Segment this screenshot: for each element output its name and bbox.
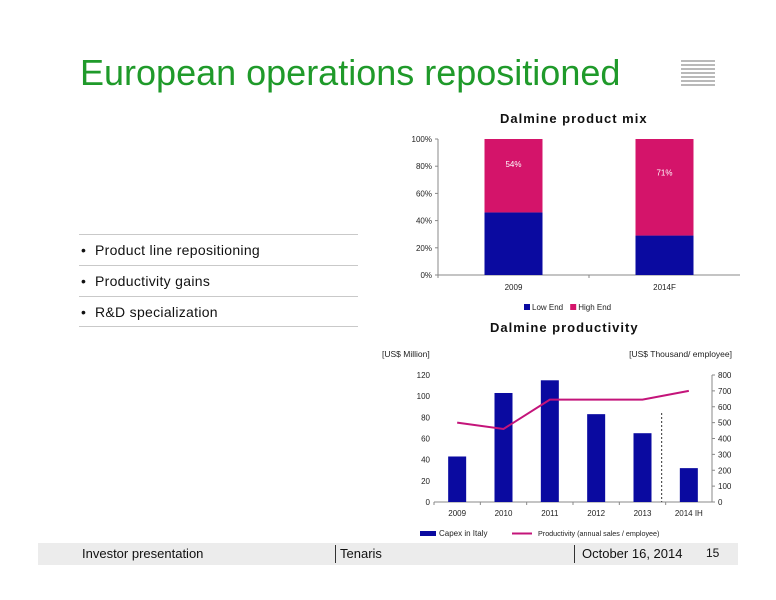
y-tick-label: 60% (416, 189, 432, 198)
footer-bar: Investor presentation Tenaris October 16… (38, 543, 738, 565)
legend-swatch (570, 304, 576, 310)
left-y-tick-label: 120 (417, 371, 431, 380)
footer-date: October 16, 2014 (582, 546, 682, 561)
x-tick-label: 2011 (541, 509, 559, 518)
left-y-tick-label: 60 (421, 435, 430, 444)
y-tick-label: 80% (416, 162, 432, 171)
right-y-tick-label: 100 (718, 482, 732, 491)
y-tick-label: 100% (412, 135, 432, 144)
footer-divider (335, 545, 336, 563)
y-tick-label: 20% (416, 244, 432, 253)
legend-label-capex: Capex in Italy (439, 529, 487, 538)
legend-label: High End (578, 303, 611, 312)
y-tick-label: 0% (420, 271, 432, 280)
data-label: 54% (505, 160, 521, 169)
right-y-tick-label: 300 (718, 450, 732, 459)
bar-high-end (636, 139, 694, 236)
bullet-glyph: • (79, 304, 95, 320)
bullet-text: R&D specialization (95, 304, 218, 320)
capex-bar (495, 393, 513, 502)
right-y-tick-label: 500 (718, 419, 732, 428)
bullet-item: • Product line repositioning (79, 234, 358, 265)
y-tick-label: 40% (416, 217, 432, 226)
capex-bar (448, 456, 466, 502)
bullet-list: • Product line repositioning • Productiv… (79, 234, 358, 327)
x-tick-label: 2010 (495, 509, 513, 518)
bullet-text: Product line repositioning (95, 242, 260, 258)
bar-low-end (485, 212, 543, 275)
left-y-tick-label: 20 (421, 477, 430, 486)
productivity-chart: [US$ Million] [US$ Thousand/ employee] 0 20… (378, 344, 740, 542)
right-y-tick-label: 400 (718, 435, 732, 444)
legend-label: Low End (532, 303, 563, 312)
slide-title: European operations repositioned (80, 52, 620, 94)
x-tick-label: 2014F (653, 283, 676, 292)
capex-bar (587, 414, 605, 502)
x-tick-label: 2013 (634, 509, 652, 518)
legend-label-productivity: Productivity (annual sales / employee) (538, 529, 659, 538)
logo-lines-icon (681, 60, 715, 88)
right-y-tick-label: 700 (718, 387, 732, 396)
x-tick-label: 2009 (448, 509, 466, 518)
footer-presentation-label: Investor presentation (82, 546, 203, 561)
right-y-tick-label: 600 (718, 403, 732, 412)
bullet-glyph: • (79, 273, 95, 289)
footer-company-label: Tenaris (340, 546, 382, 561)
left-axis-label: [US$ Million] (382, 349, 430, 359)
bullet-item: • R&D specialization (79, 296, 358, 327)
capex-bar (541, 380, 559, 502)
legend-swatch-capex (420, 531, 436, 536)
left-y-tick-label: 0 (426, 498, 431, 507)
bar-low-end (636, 236, 694, 275)
bullet-text: Productivity gains (95, 273, 210, 289)
legend-swatch (524, 304, 530, 310)
right-y-tick-label: 0 (718, 498, 723, 507)
footer-page-number: 15 (706, 546, 719, 560)
footer-divider (574, 545, 575, 563)
product-mix-chart: 0% 20% 40% 60% 80% 100% 54% 2009 71% 2014F Low End… (400, 128, 740, 320)
productivity-line (457, 391, 689, 429)
product-mix-title: Dalmine product mix (500, 111, 648, 126)
data-label: 71% (656, 169, 672, 178)
left-y-tick-label: 100 (417, 392, 431, 401)
x-tick-label: 2014 IH (675, 509, 703, 518)
left-y-tick-label: 40 (421, 456, 430, 465)
capex-bar (680, 468, 698, 502)
bar-high-end (485, 139, 543, 212)
x-tick-label: 2012 (587, 509, 605, 518)
left-y-tick-label: 80 (421, 413, 430, 422)
productivity-title: Dalmine productivity (490, 320, 639, 335)
bullet-glyph: • (79, 242, 95, 258)
capex-bar (634, 433, 652, 502)
right-axis-label: [US$ Thousand/ employee] (629, 349, 732, 359)
right-y-tick-label: 200 (718, 466, 732, 475)
x-tick-label: 2009 (505, 283, 523, 292)
right-y-tick-label: 800 (718, 371, 732, 380)
bullet-item: • Productivity gains (79, 265, 358, 296)
